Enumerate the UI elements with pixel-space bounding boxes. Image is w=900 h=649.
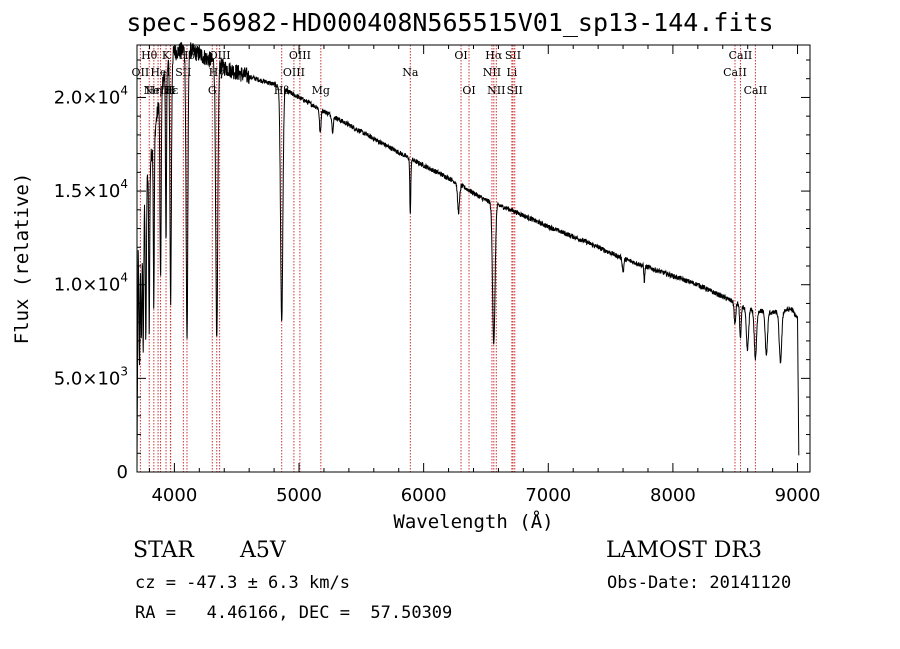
y-tick-label: 1.5×104: [54, 177, 128, 202]
line-marker-label: OIII: [283, 66, 305, 79]
line-marker-label: Hθ: [141, 49, 158, 62]
x-tick-label: 7000: [525, 485, 571, 506]
y-axis-label: Flux (relative): [11, 173, 33, 345]
line-marker-label: OIII: [289, 49, 311, 62]
line-marker-label: OI: [462, 84, 475, 97]
plot-frame: [136, 44, 811, 473]
line-marker-label: CaII: [744, 84, 768, 97]
line-marker-label: Hα: [485, 49, 503, 62]
x-tick-label: 9000: [775, 485, 821, 506]
x-tick-label: 4000: [151, 485, 197, 506]
line-marker-label: OI: [454, 49, 467, 62]
spectral-subclass: A5V: [240, 538, 286, 563]
y-tick-label: 0: [117, 462, 128, 483]
x-tick-label: 6000: [401, 485, 447, 506]
line-marker-label: OIII: [209, 49, 231, 62]
object-class: STAR: [133, 538, 194, 563]
line-marker-label: G: [208, 84, 217, 97]
x-axis-label: Wavelength (Å): [393, 510, 553, 533]
line-marker-label: SII: [507, 84, 523, 97]
y-tick-label: 2.0×104: [54, 83, 128, 108]
y-tick-label: 5.0×103: [54, 364, 128, 389]
line-marker-label: CaII: [729, 49, 753, 62]
survey-name: LAMOST DR3: [606, 538, 762, 563]
redshift-text: cz = -47.3 ± 6.3 km/s: [135, 573, 350, 593]
chart-title: spec-56982-HD000408N565515V01_sp13-144.f…: [126, 8, 774, 37]
spectrum-line: [136, 42, 800, 470]
line-marker-label: Li: [506, 66, 517, 79]
obs-date: Obs-Date: 20141120: [607, 573, 792, 593]
axes-layer: 4000 5000 6000 7000 8000 9000 0 5.0×103 1.0×104 1…: [11, 44, 821, 533]
spectrum-layer: [136, 42, 800, 470]
line-marker-label: NII: [487, 84, 505, 97]
line-marker-label: CaII: [723, 66, 747, 79]
x-tick-label: 5000: [276, 485, 322, 506]
coordinates: RA = 4.46166, DEC = 57.50309: [135, 603, 453, 623]
x-tick-label: 8000: [650, 485, 696, 506]
line-marker-label: Hγ: [209, 66, 226, 79]
line-marker-label: NII: [483, 66, 501, 79]
line-marker-label: K: [162, 49, 171, 62]
y-tick-label: 1.0×104: [54, 271, 128, 296]
line-marker-label: SII: [505, 49, 521, 62]
line-marker-label: Mg: [312, 84, 330, 97]
line-marker-label: Na: [402, 66, 419, 79]
line-marker-layer: OIIHθHηNeIIIHeIKHHεSIIHδGHγOIIIHβOIIIOII…: [132, 45, 768, 472]
line-marker-label: OII: [132, 66, 150, 79]
